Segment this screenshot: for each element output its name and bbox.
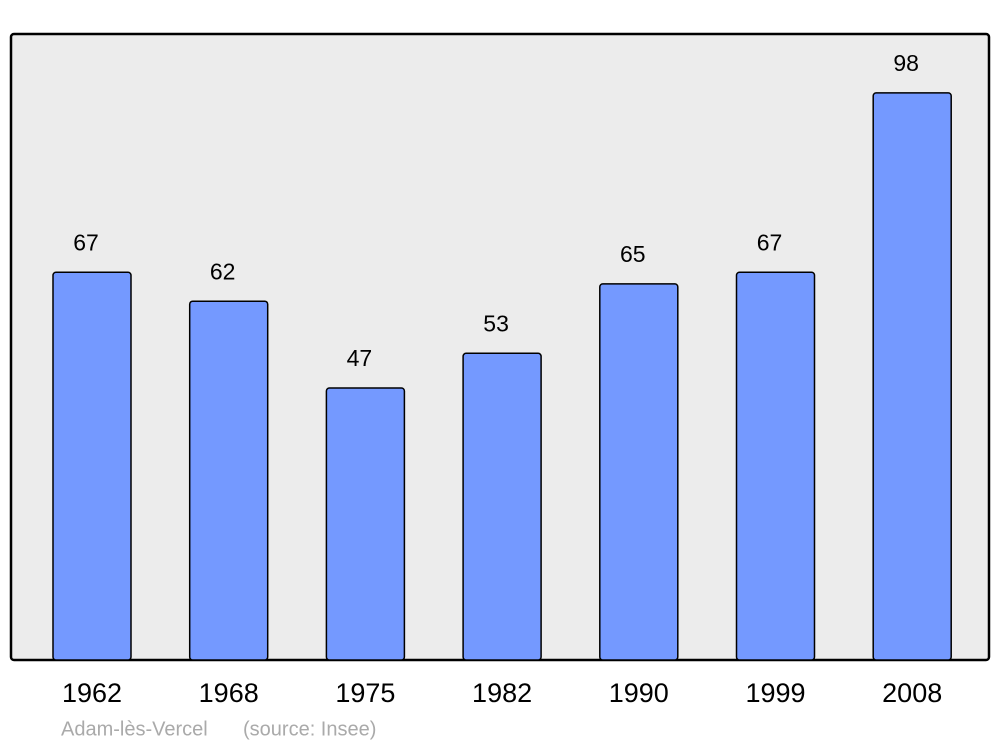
value-label: 98 xyxy=(893,50,919,76)
chart-title: Adam-lès-Vercel xyxy=(61,718,208,740)
value-label: 62 xyxy=(210,258,236,284)
bar xyxy=(599,283,679,661)
bar xyxy=(872,92,952,661)
x-tick-label: 1968 xyxy=(199,678,259,708)
x-tick-label: 2008 xyxy=(882,678,942,708)
x-tick-label: 1975 xyxy=(335,678,395,708)
value-label: 65 xyxy=(620,241,646,267)
bar xyxy=(735,271,816,661)
value-label: 67 xyxy=(73,229,99,255)
x-tick-label: 1990 xyxy=(609,678,669,708)
x-tick-label: 1962 xyxy=(62,678,122,708)
value-label: 67 xyxy=(757,229,783,255)
value-label: 53 xyxy=(483,310,509,336)
bar xyxy=(52,271,132,661)
value-label: 47 xyxy=(347,345,373,371)
bar xyxy=(325,387,406,661)
bar xyxy=(188,300,269,661)
bar xyxy=(462,352,542,661)
source: (source: Insee) xyxy=(243,718,376,740)
x-tick-label: 1982 xyxy=(472,678,532,708)
x-tick-label: 1999 xyxy=(745,678,805,708)
